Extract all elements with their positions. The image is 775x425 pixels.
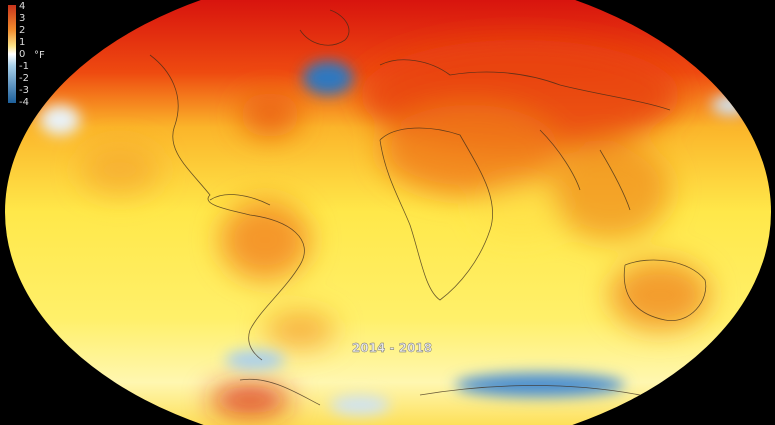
color-bar bbox=[8, 5, 16, 103]
legend-tick-label: 4 bbox=[19, 1, 25, 12]
legend-unit: °F bbox=[34, 50, 45, 61]
legend-tick-label: 1 bbox=[19, 37, 25, 48]
legend-tick-label: 3 bbox=[19, 13, 25, 24]
legend-tick-label: 2 bbox=[19, 25, 25, 36]
legend-tick-label: -2 bbox=[19, 73, 29, 84]
cool-patches bbox=[40, 61, 748, 415]
coastlines bbox=[149, 9, 707, 406]
legend-tick-label: 0 bbox=[19, 49, 25, 60]
legend-tick-label: -3 bbox=[19, 85, 29, 96]
legend-tick-label: -4 bbox=[19, 97, 29, 108]
anomaly-patches bbox=[80, 40, 710, 414]
legend-tick-label: -1 bbox=[19, 61, 29, 72]
period-label: 2014 - 2018 bbox=[352, 341, 432, 355]
